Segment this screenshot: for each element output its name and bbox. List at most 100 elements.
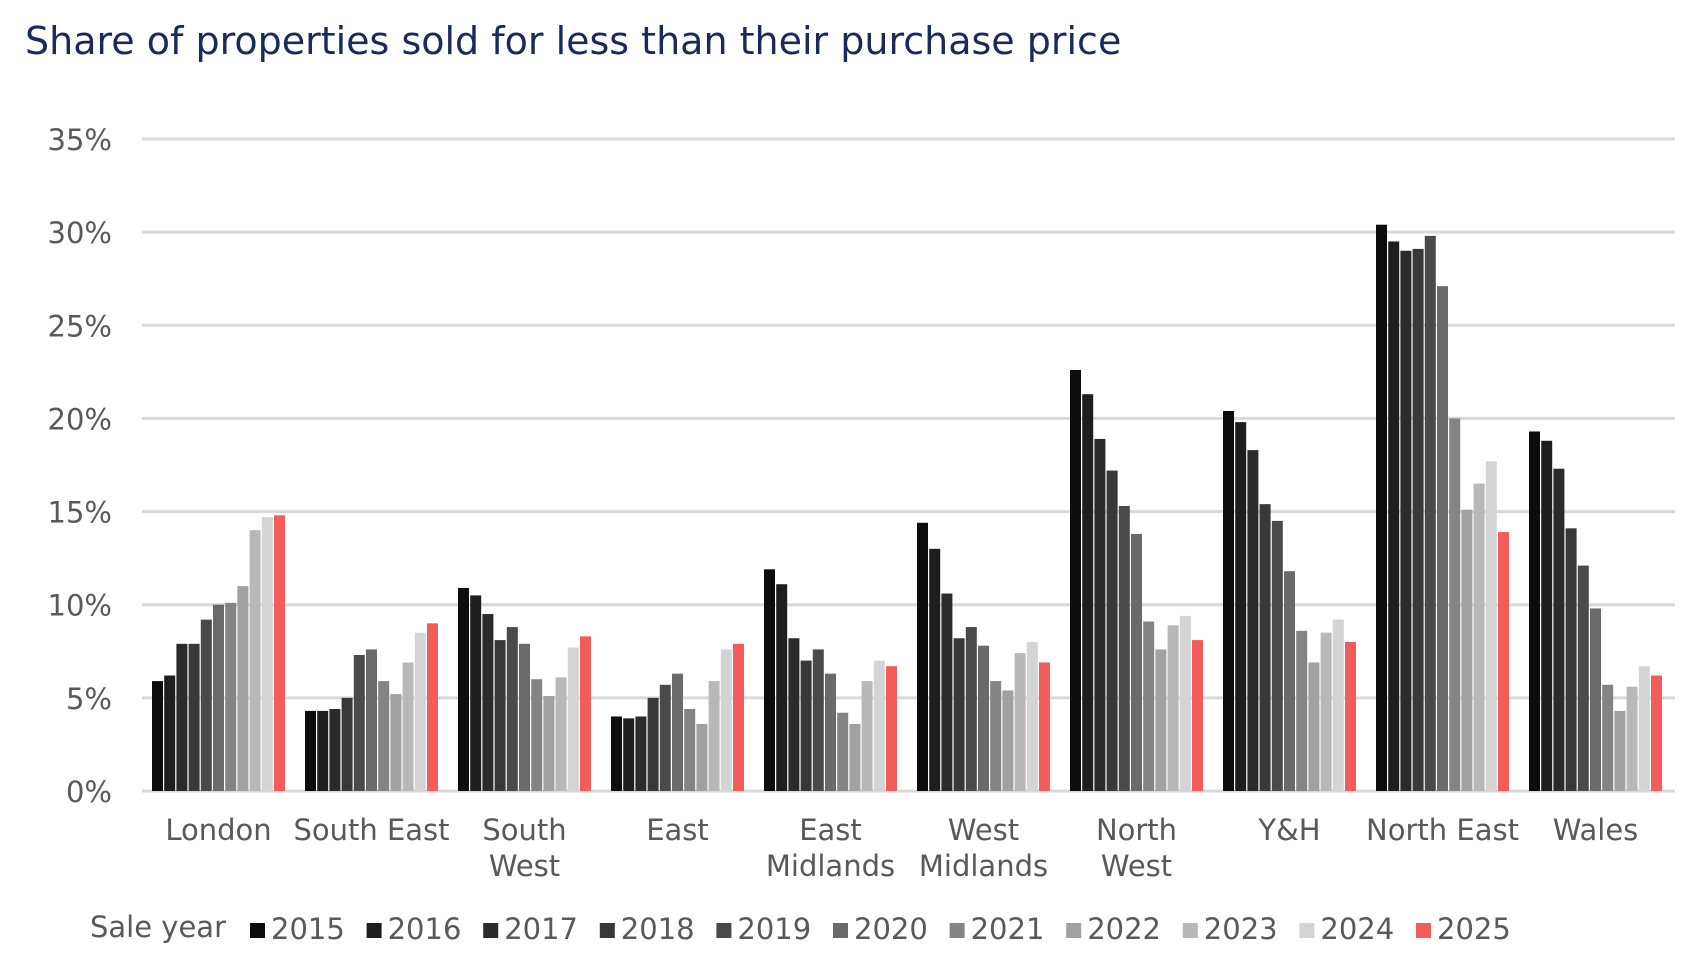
bar: [470, 595, 482, 791]
bar: [800, 660, 812, 791]
bar: [152, 681, 163, 791]
bar: [1565, 528, 1577, 791]
bar: [733, 643, 744, 791]
x-category-label: South East: [293, 813, 449, 847]
legend-label: 2016: [388, 912, 462, 946]
bar: [1449, 418, 1461, 791]
bar: [1602, 684, 1614, 791]
legend-label: 2018: [621, 912, 695, 946]
bar: [329, 709, 341, 791]
bar: [1002, 690, 1014, 791]
legend-item: 2024: [1299, 912, 1394, 946]
bar: [1412, 248, 1424, 791]
bar: [764, 569, 775, 791]
bar: [1296, 630, 1308, 791]
chart-title: Share of properties sold for less than t…: [25, 19, 1121, 63]
bar: [1614, 710, 1626, 791]
bar-group: [152, 515, 285, 791]
bar: [776, 584, 788, 791]
legend-label: 2023: [1204, 912, 1278, 946]
bar: [200, 619, 212, 791]
bar-group: [611, 643, 744, 791]
bar: [659, 684, 671, 791]
bar: [1577, 565, 1589, 791]
x-category-label: North East: [1366, 813, 1519, 847]
bar: [274, 515, 285, 791]
x-category-label: North West: [1096, 813, 1177, 883]
bar: [837, 712, 849, 791]
bar: [506, 627, 518, 791]
bar: [1553, 468, 1565, 791]
legend-item: 2022: [1066, 912, 1161, 946]
legend-swatch: [1416, 923, 1431, 938]
legend-item: 2025: [1416, 912, 1511, 946]
legend-title: Sale year: [90, 910, 226, 944]
legend: Sale year 2015 2016 2017 2018 2019 2020 2021 20…: [90, 910, 1511, 946]
bar: [1529, 431, 1540, 791]
legend-label: 2019: [737, 912, 811, 946]
legend-item: 2017: [483, 912, 578, 946]
legend-swatch: [250, 923, 265, 938]
bar: [611, 716, 622, 791]
y-tick-label: 25%: [48, 309, 112, 343]
y-tick-label: 20%: [48, 402, 112, 436]
legend-label: 2022: [1087, 912, 1161, 946]
legend-swatch: [1182, 923, 1198, 938]
bar: [886, 666, 897, 791]
bar: [378, 681, 390, 791]
bar: [1424, 235, 1436, 791]
bar: [249, 530, 261, 791]
legend-swatch: [1066, 923, 1082, 938]
legend-label: 2021: [971, 912, 1045, 946]
x-category-label: West Midlands: [919, 813, 1048, 883]
legend-label: 2020: [854, 912, 928, 946]
bar: [941, 593, 953, 791]
bar-group: [1529, 431, 1662, 791]
bar: [1345, 641, 1356, 791]
bar: [225, 602, 237, 791]
bar: [1284, 571, 1295, 791]
bar: [543, 695, 555, 791]
bar-group: [764, 569, 897, 791]
bar-group: [458, 587, 591, 791]
bar: [623, 718, 635, 791]
legend-item: 2015: [250, 912, 345, 946]
bar: [1118, 505, 1130, 791]
bars: [152, 224, 1662, 791]
y-tick-label: 0%: [66, 775, 112, 809]
bar: [684, 709, 696, 791]
bar: [1235, 422, 1247, 791]
bar: [1070, 369, 1081, 791]
bar: [402, 662, 414, 791]
legend-item: 2018: [599, 912, 695, 946]
legend-swatch: [949, 923, 965, 938]
bar: [1143, 621, 1155, 791]
y-axis-tick-labels: 0% 5% 10% 15% 20% 25% 30% 35%: [48, 123, 112, 809]
bar-group: [917, 522, 1050, 791]
bar: [1259, 504, 1271, 791]
bar: [1155, 649, 1167, 791]
bar: [696, 723, 708, 791]
bar: [873, 660, 885, 791]
bar: [1626, 686, 1638, 791]
bar: [494, 640, 506, 791]
legend-item: 2016: [366, 912, 462, 946]
bar: [458, 587, 469, 791]
bar: [1131, 533, 1142, 791]
legend-label: 2025: [1437, 912, 1511, 946]
bar: [917, 522, 928, 791]
legend-swatch: [833, 923, 848, 938]
bar: [1082, 394, 1094, 791]
bar: [708, 681, 720, 791]
bar-group: [1223, 410, 1356, 791]
bar-group: [305, 623, 438, 791]
legend-label: 2024: [1320, 912, 1394, 946]
bar: [1167, 625, 1179, 791]
bar: [188, 643, 200, 791]
bar: [237, 586, 249, 791]
bar: [1437, 286, 1448, 791]
bar: [519, 643, 530, 791]
bar: [1039, 662, 1050, 791]
legend-item: 2019: [716, 912, 811, 946]
x-category-label: South West: [482, 813, 566, 883]
